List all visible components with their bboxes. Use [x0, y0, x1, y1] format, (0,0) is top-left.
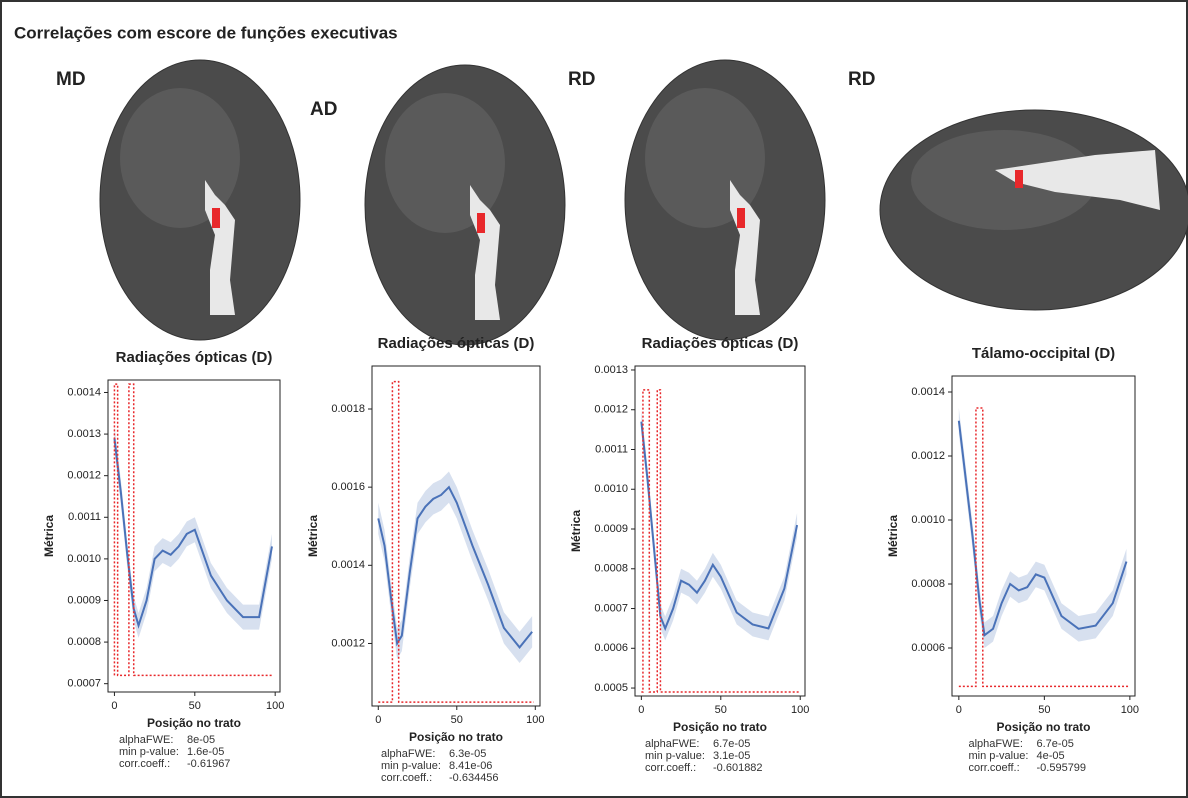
y-tick-label: 0.0006	[594, 642, 628, 654]
y-axis-label: Métrica	[306, 515, 320, 557]
x-tick-label: 100	[266, 700, 284, 712]
plot-frame	[371, 365, 541, 707]
stat-label: min p-value:	[645, 750, 705, 762]
x-tick-label: 100	[526, 714, 544, 726]
mean-line	[640, 421, 799, 632]
x-tick-label: 50	[189, 700, 201, 712]
mean-line	[377, 485, 533, 649]
y-tick-label: 0.0014	[67, 386, 101, 398]
y-tick-label: 0.0010	[911, 514, 945, 526]
plot-frame	[951, 375, 1136, 697]
y-tick-label: 0.0008	[911, 578, 945, 590]
stat-label: alphaFWE:	[969, 738, 1023, 750]
y-tick-label: 0.0016	[331, 481, 365, 493]
significance-line	[958, 407, 1129, 688]
x-tick-label: 100	[791, 704, 809, 716]
mean-line	[113, 438, 273, 629]
stat-value: 8e-05	[187, 734, 215, 746]
y-tick-label: 0.0018	[331, 403, 365, 415]
stat-value: 3.1e-05	[713, 750, 750, 762]
stat-label: corr.coeff.:	[381, 772, 432, 784]
tract	[995, 150, 1160, 210]
y-tick-label: 0.0013	[67, 428, 101, 440]
stat-value: 6.7e-05	[1037, 738, 1074, 750]
stat-label: min p-value:	[119, 746, 179, 758]
stat-value: 4e-05	[1037, 750, 1065, 762]
chart-title: Radiações ópticas (D)	[642, 335, 799, 352]
x-tick-label: 0	[956, 704, 962, 716]
panel-label: MD	[56, 69, 86, 90]
y-tick-label: 0.0008	[67, 636, 101, 648]
chart-title: Radiações ópticas (D)	[116, 349, 273, 366]
figure-title: Correlações com escore de funções execut…	[14, 23, 398, 42]
stat-value: -0.595799	[1037, 762, 1087, 774]
panel-label: AD	[310, 99, 337, 120]
y-tick-label: 0.0011	[595, 443, 628, 455]
x-tick-label: 50	[451, 714, 463, 726]
x-tick-label: 0	[638, 704, 644, 716]
x-tick-label: 50	[1038, 704, 1050, 716]
y-tick-label: 0.0009	[594, 523, 628, 535]
brain-shade	[911, 130, 1097, 230]
confidence-band	[114, 425, 272, 638]
y-tick-label: 0.0007	[594, 602, 628, 614]
y-tick-label: 0.0011	[68, 511, 101, 523]
chart-title: Tálamo-occipital (D)	[972, 345, 1115, 362]
panel-label: RD	[848, 69, 875, 90]
mean-line	[957, 420, 1128, 638]
stat-label: alphaFWE:	[119, 734, 173, 746]
stat-value: 8.41e-06	[449, 760, 492, 772]
y-tick-label: 0.0006	[911, 642, 945, 654]
panel-label: RD	[568, 69, 595, 90]
significance-line	[378, 380, 534, 703]
y-tick-label: 0.0014	[911, 386, 945, 398]
tract-highlight	[737, 208, 745, 228]
stat-label: corr.coeff.:	[645, 762, 696, 774]
x-axis-label: Posição no trato	[409, 730, 503, 744]
y-tick-label: 0.0008	[594, 563, 628, 575]
tract-highlight	[1015, 170, 1023, 188]
y-axis-label: Métrica	[42, 515, 56, 557]
stat-label: corr.coeff.:	[119, 758, 170, 770]
y-tick-label: 0.0012	[594, 404, 628, 416]
y-tick-label: 0.0007	[67, 678, 101, 690]
tract-highlight	[212, 208, 220, 228]
stat-label: alphaFWE:	[645, 738, 699, 750]
x-tick-label: 100	[1121, 704, 1139, 716]
y-tick-label: 0.0005	[594, 682, 628, 694]
x-axis-label: Posição no trato	[996, 720, 1090, 734]
x-tick-label: 0	[375, 714, 381, 726]
stat-value: -0.61967	[187, 758, 230, 770]
stat-value: -0.634456	[449, 772, 499, 784]
y-tick-label: 0.0012	[67, 470, 101, 482]
y-tick-label: 0.0010	[594, 483, 628, 495]
chart-title: Radiações ópticas (D)	[378, 335, 535, 352]
y-tick-label: 0.0012	[911, 450, 945, 462]
stat-label: alphaFWE:	[381, 748, 435, 760]
x-axis-label: Posição no trato	[673, 720, 767, 734]
plot-frame	[107, 379, 281, 693]
y-tick-label: 0.0009	[67, 594, 101, 606]
stat-value: 1.6e-05	[187, 746, 224, 758]
plot-frame	[634, 365, 806, 697]
significance-line	[641, 389, 799, 693]
stat-label: min p-value:	[969, 750, 1029, 762]
stat-label: min p-value:	[381, 760, 441, 772]
tract-highlight	[477, 213, 485, 233]
stat-value: 6.7e-05	[713, 738, 750, 750]
stat-value: 6.3e-05	[449, 748, 486, 760]
x-tick-label: 0	[111, 700, 117, 712]
y-tick-label: 0.0010	[67, 553, 101, 565]
stat-label: corr.coeff.:	[969, 762, 1020, 774]
y-axis-label: Métrica	[569, 510, 583, 552]
y-axis-label: Métrica	[886, 515, 900, 557]
significance-line	[113, 383, 274, 677]
x-tick-label: 50	[715, 704, 727, 716]
y-tick-label: 0.0014	[331, 559, 365, 571]
y-tick-label: 0.0013	[594, 364, 628, 376]
y-tick-label: 0.0012	[331, 637, 365, 649]
stat-value: -0.601882	[713, 762, 763, 774]
x-axis-label: Posição no trato	[147, 716, 241, 730]
